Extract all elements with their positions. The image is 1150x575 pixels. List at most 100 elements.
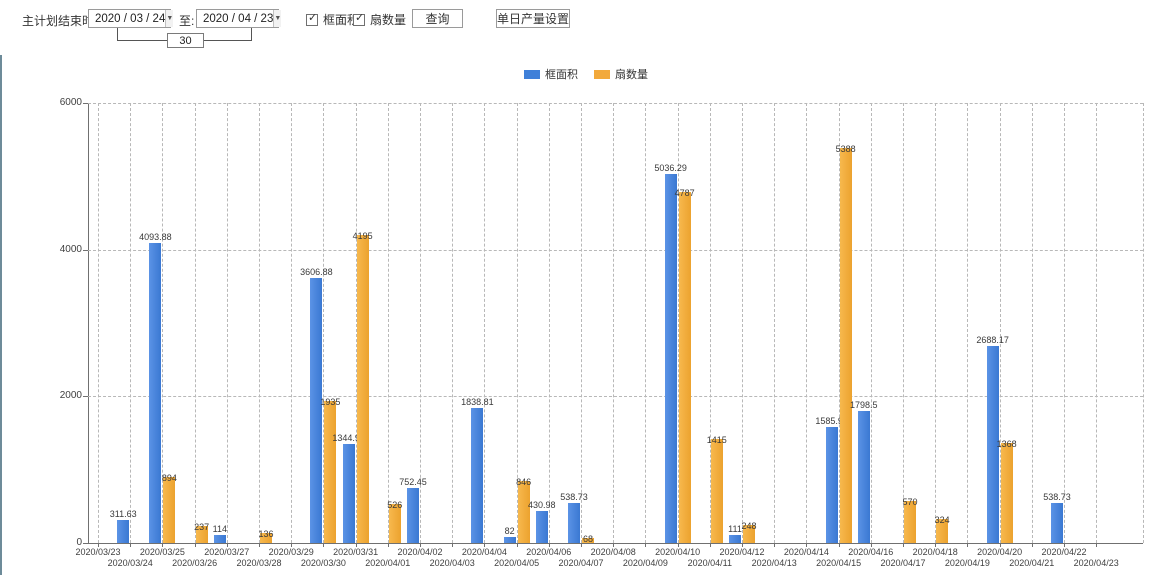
x-tick-label: 2020/04/14 bbox=[783, 547, 829, 557]
x-tick-label: 2020/04/20 bbox=[977, 547, 1023, 557]
x-tick-label: 2020/03/25 bbox=[139, 547, 185, 557]
x-tick-mark bbox=[194, 543, 196, 547]
x-tick-label: 2020/04/22 bbox=[1041, 547, 1087, 557]
checkbox-checked-icon: ✓ bbox=[353, 11, 365, 26]
frame-area-checkbox[interactable]: ✓ 框面积 bbox=[306, 11, 359, 28]
bar-frame-area bbox=[149, 242, 162, 543]
date-from-picker[interactable]: 2020 / 03 / 24 ▼ bbox=[88, 9, 174, 28]
bar-sash-count bbox=[1000, 442, 1013, 543]
bar-value-label: 5388 bbox=[835, 143, 856, 154]
bar-value-label: 111 bbox=[728, 523, 742, 534]
x-gridline bbox=[935, 103, 937, 543]
query-button[interactable]: 查询 bbox=[412, 9, 463, 28]
bar-frame-area bbox=[471, 408, 484, 543]
y-gridline bbox=[88, 396, 1143, 398]
x-tick-label: 2020/04/11 bbox=[687, 558, 732, 568]
y-tick-mark bbox=[83, 249, 88, 251]
bar-value-label: 570 bbox=[902, 497, 918, 508]
bar-frame-area bbox=[729, 534, 741, 543]
x-tick-label: 2020/04/21 bbox=[1009, 558, 1055, 568]
date-from-dropdown-button[interactable]: ▼ bbox=[165, 10, 174, 27]
x-gridline bbox=[516, 103, 518, 543]
y-gridline bbox=[88, 103, 1143, 104]
bar-frame-area bbox=[310, 278, 323, 543]
x-tick-mark bbox=[709, 543, 711, 547]
legend-item-frame-area: 框面积 bbox=[524, 66, 578, 82]
x-tick-mark bbox=[420, 543, 421, 547]
connector-line-left-h bbox=[117, 40, 167, 41]
bar-frame-area bbox=[986, 345, 999, 543]
plan-end-time-label: 主计划结束时间: bbox=[22, 14, 110, 28]
x-tick-label: 2020/04/15 bbox=[816, 558, 862, 568]
bar-value-label: 248 bbox=[741, 520, 757, 531]
bar-sash-count bbox=[839, 147, 852, 543]
x-tick-label: 2020/04/23 bbox=[1073, 558, 1119, 568]
x-tick-label: 2020/04/12 bbox=[719, 547, 765, 557]
x-gridline bbox=[452, 103, 454, 543]
bar-value-label: 311.63 bbox=[109, 509, 137, 520]
x-gridline bbox=[420, 103, 421, 543]
bar-sash-count bbox=[936, 519, 949, 543]
legend-swatch-blue bbox=[524, 69, 540, 79]
y-tick-label: 0 bbox=[76, 537, 82, 548]
x-tick-label: 2020/04/03 bbox=[429, 558, 475, 568]
date-to-picker[interactable]: 2020 / 04 / 23 ▼ bbox=[196, 9, 282, 28]
x-gridline bbox=[1096, 103, 1098, 543]
date-to-dropdown-button[interactable]: ▼ bbox=[273, 10, 282, 27]
bar-value-label: 538.73 bbox=[560, 492, 588, 503]
x-tick-mark bbox=[677, 543, 679, 547]
bar-value-label: 846 bbox=[516, 476, 532, 487]
x-tick-mark bbox=[226, 543, 228, 547]
y-tick-label: 4000 bbox=[59, 243, 82, 255]
x-tick-label: 2020/04/05 bbox=[494, 558, 540, 568]
x-tick-mark bbox=[838, 543, 840, 547]
bar-sash-count bbox=[195, 525, 208, 543]
x-gridline bbox=[903, 103, 904, 543]
x-tick-label: 2020/04/01 bbox=[365, 558, 411, 568]
bar-value-label: 5036.29 bbox=[654, 162, 687, 173]
bar-sash-count bbox=[356, 235, 369, 543]
connector-line-left bbox=[117, 28, 118, 41]
x-tick-mark bbox=[967, 543, 969, 547]
bar-value-label: 82 bbox=[504, 525, 515, 536]
bar-value-label: 3606.88 bbox=[300, 267, 333, 278]
bar-value-label: 752.45 bbox=[399, 476, 427, 487]
bar-frame-area bbox=[568, 503, 580, 543]
bar-value-label: 1798.5 bbox=[850, 400, 878, 411]
x-gridline bbox=[709, 103, 711, 543]
bar-value-label: 1415 bbox=[706, 435, 727, 446]
x-tick-label: 2020/04/02 bbox=[397, 547, 443, 557]
x-tick-mark bbox=[1096, 543, 1098, 547]
bar-value-label: 114 bbox=[212, 523, 227, 534]
x-tick-label: 2020/04/18 bbox=[912, 547, 958, 557]
x-gridline bbox=[999, 103, 1001, 543]
x-tick-mark bbox=[98, 543, 99, 547]
bar-sash-count bbox=[710, 439, 723, 543]
x-tick-mark bbox=[581, 543, 582, 547]
x-tick-label: 2020/03/31 bbox=[333, 547, 379, 557]
bar-value-label: 1368 bbox=[996, 438, 1017, 449]
x-tick-label: 2020/03/24 bbox=[107, 558, 153, 568]
sash-count-checkbox[interactable]: ✓ 扇数量 bbox=[353, 11, 406, 28]
x-tick-label: 2020/03/26 bbox=[172, 558, 218, 568]
x-tick-mark bbox=[774, 543, 776, 547]
x-tick-mark bbox=[323, 543, 325, 547]
x-tick-label: 2020/04/17 bbox=[880, 558, 926, 568]
bar-value-label: 1585.96 bbox=[815, 415, 848, 426]
toolbar: 主计划结束时间: 2020 / 03 / 24 ▼ 至: 2020 / 04 /… bbox=[0, 0, 1150, 55]
date-from-value: 2020 / 03 / 24 bbox=[95, 12, 166, 25]
daily-output-settings-button[interactable]: 单日产量设置 bbox=[496, 9, 570, 28]
y-axis-line bbox=[88, 103, 89, 543]
bar-sash-count bbox=[163, 477, 176, 543]
x-gridline bbox=[1143, 103, 1144, 543]
bar-value-label: 68 bbox=[582, 534, 594, 544]
x-tick-mark bbox=[613, 543, 615, 547]
interval-days-input[interactable]: 30 bbox=[167, 33, 204, 48]
bar-sash-count bbox=[388, 504, 401, 543]
bar-sash-count bbox=[678, 191, 691, 543]
bar-value-label: 1935 bbox=[320, 397, 341, 408]
x-gridline bbox=[194, 103, 196, 543]
x-tick-mark bbox=[484, 543, 486, 547]
